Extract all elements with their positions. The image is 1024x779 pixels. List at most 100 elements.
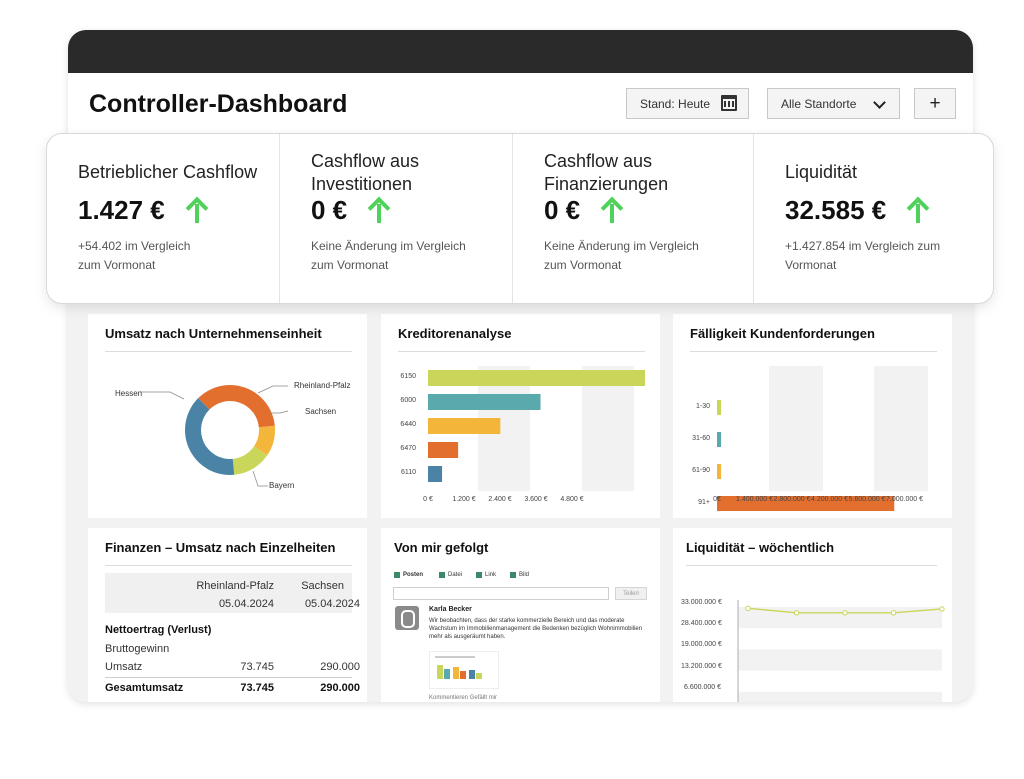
bar-6150[interactable] [428,370,645,386]
divider [398,351,645,352]
category-label: 6110 [400,469,416,476]
bar-31-60[interactable] [717,432,722,447]
faelligkeit-chart [717,366,928,511]
post-chart-thumbnail[interactable] [429,651,499,689]
x-tick-label: 3.600 € [524,496,548,503]
donut-chart [140,384,289,487]
tab-bild[interactable]: Bild [510,572,529,578]
share-button[interactable]: Teilen [615,587,647,600]
kpi-cashflow-investitionen[interactable]: Cashflow aus Investitionen 0 € Keine Ände… [280,134,513,303]
bar-61-90[interactable] [717,464,722,479]
arrow-up-icon [185,198,209,224]
col-date-2: 05.04.2024 [304,598,360,610]
kpi-value-text: 1.427 € [78,195,165,225]
kpi-note-line: zum Vormonat [78,258,156,272]
x-tick-label: 1.400.000 € [736,496,773,503]
grid-band [738,649,942,671]
post-input[interactable] [393,587,609,600]
file-icon [439,572,445,578]
donut-slice-rheinland-pfalz[interactable] [253,425,275,456]
panel-faelligkeit-title: Fälligkeit Kundenforderungen [690,326,875,341]
bar-91+[interactable] [717,496,895,511]
line-point[interactable] [890,610,897,616]
tab-posten[interactable]: Posten [394,572,423,578]
line-point[interactable] [793,610,800,616]
dashboard-window: Controller-Dashboard Stand: Heute Alle S… [68,30,973,702]
donut-label-hessen: Hessen [115,389,143,398]
liquiditaet-chart [737,600,945,702]
kpi-value-text: 0 € [544,195,581,225]
bar-6440[interactable] [428,418,501,434]
line-point[interactable] [939,606,945,612]
panel-gefolgt: Von mir gefolgt Posten Datei Link Bild T… [381,528,660,702]
x-tick-label: 0€ [713,496,721,503]
x-tick-label: 2.400 € [488,496,512,503]
kpi-title: Cashflow aus Finanzierungen [544,150,668,196]
arrow-up-icon [600,198,624,224]
location-select[interactable]: Alle Standorte [767,88,900,119]
arrow-up-icon [906,198,930,224]
row-gesamtumsatz-value-1: 73.745 [240,682,274,694]
date-button-label: Stand: Heute [640,96,711,111]
avatar[interactable] [395,606,419,630]
row-gesamtumsatz: Gesamtumsatz [105,682,184,694]
x-tick-label: 0 € [423,496,433,503]
kpi-betrieblicher-cashflow[interactable]: Betrieblicher Cashflow 1.427 € +54.402 i… [47,134,280,303]
row-bruttogewinn: Bruttogewinn [105,643,170,655]
post-author[interactable]: Karla Becker [429,606,472,613]
y-tick-label: 6.600.000 € [684,683,721,691]
kpi-liquiditaet[interactable]: Liquidität 32.585 € +1.427.854 im Vergle… [754,134,993,303]
tab-posten-label: Posten [403,572,424,578]
tab-datei-label: Datei [448,572,463,578]
bar-6000[interactable] [428,394,541,410]
tab-link[interactable]: Link [476,572,496,578]
bar-1-30[interactable] [717,400,722,415]
col-header-sachsen: Sachsen [301,580,344,592]
finanzen-table-header [105,573,352,613]
kpi-title: Cashflow aus Investitionen [311,150,419,196]
tab-datei[interactable]: Datei [439,572,462,578]
dashboard-header: Controller-Dashboard Stand: Heute Alle S… [68,73,973,135]
divider [690,351,937,352]
link-icon [476,572,482,578]
bar-6470[interactable] [428,442,459,458]
kpi-title-line: Cashflow aus [311,151,420,171]
panel-finanzen-title: Finanzen – Umsatz nach Einzelheiten [105,540,336,555]
calendar-icon [721,95,737,111]
date-button[interactable]: Stand: Heute [626,88,749,119]
kpi-note: +1.427.854 im Vergleich zum Vormonat [785,237,940,275]
kpi-note-line: +1.427.854 im Vergleich zum [785,239,941,253]
donut-slice-bayern[interactable] [184,398,235,475]
row-gesamtumsatz-value-2: 290.000 [320,682,360,694]
x-tick-label: 2.800.000 € [773,496,811,503]
category-label: 6440 [400,421,416,428]
kpi-value: 0 € [311,195,391,226]
line-point[interactable] [842,610,848,616]
donut-slice-hessen[interactable] [198,384,275,428]
add-widget-button[interactable]: + [914,88,956,119]
post-actions[interactable]: Kommentieren Gefällt mir [429,695,498,701]
kpi-value: 0 € [544,195,624,226]
kpi-cashflow-finanzierungen[interactable]: Cashflow aus Finanzierungen 0 € Keine Änd… [513,134,754,303]
row-umsatz-value-2: 290.000 [320,661,360,673]
y-tick-label: 13.200.000 € [681,662,722,670]
bar-6110[interactable] [428,466,443,482]
category-label: 6000 [400,397,416,404]
donut-slice-sachsen[interactable] [232,446,268,475]
panel-liquiditaet: Liquidität – wöchentlich 33.000.000 € 28.… [673,528,952,702]
y-tick-label: 33.000.000 € [681,599,722,606]
tab-link-label: Link [485,572,497,578]
post-icon [394,572,400,578]
kpi-note-line: Keine Änderung im Vergleich [311,239,466,253]
panel-faelligkeit: Fälligkeit Kundenforderungen 1-30 31-60 61… [673,314,952,518]
col-header-rheinland-pfalz: Rheinland-Pfalz [196,580,274,592]
kpi-note-line: +54.402 im Vergleich [78,239,191,253]
image-icon [510,572,516,578]
category-label: 61-90 [692,466,710,474]
kpi-title: Liquidität [785,162,858,182]
kpi-title: Betrieblicher Cashflow [78,162,258,182]
arrow-up-icon [367,198,391,224]
divider [105,677,352,678]
line-point[interactable] [745,605,751,612]
kpi-note: Keine Änderung im Vergleich zum Vormonat [544,237,699,275]
